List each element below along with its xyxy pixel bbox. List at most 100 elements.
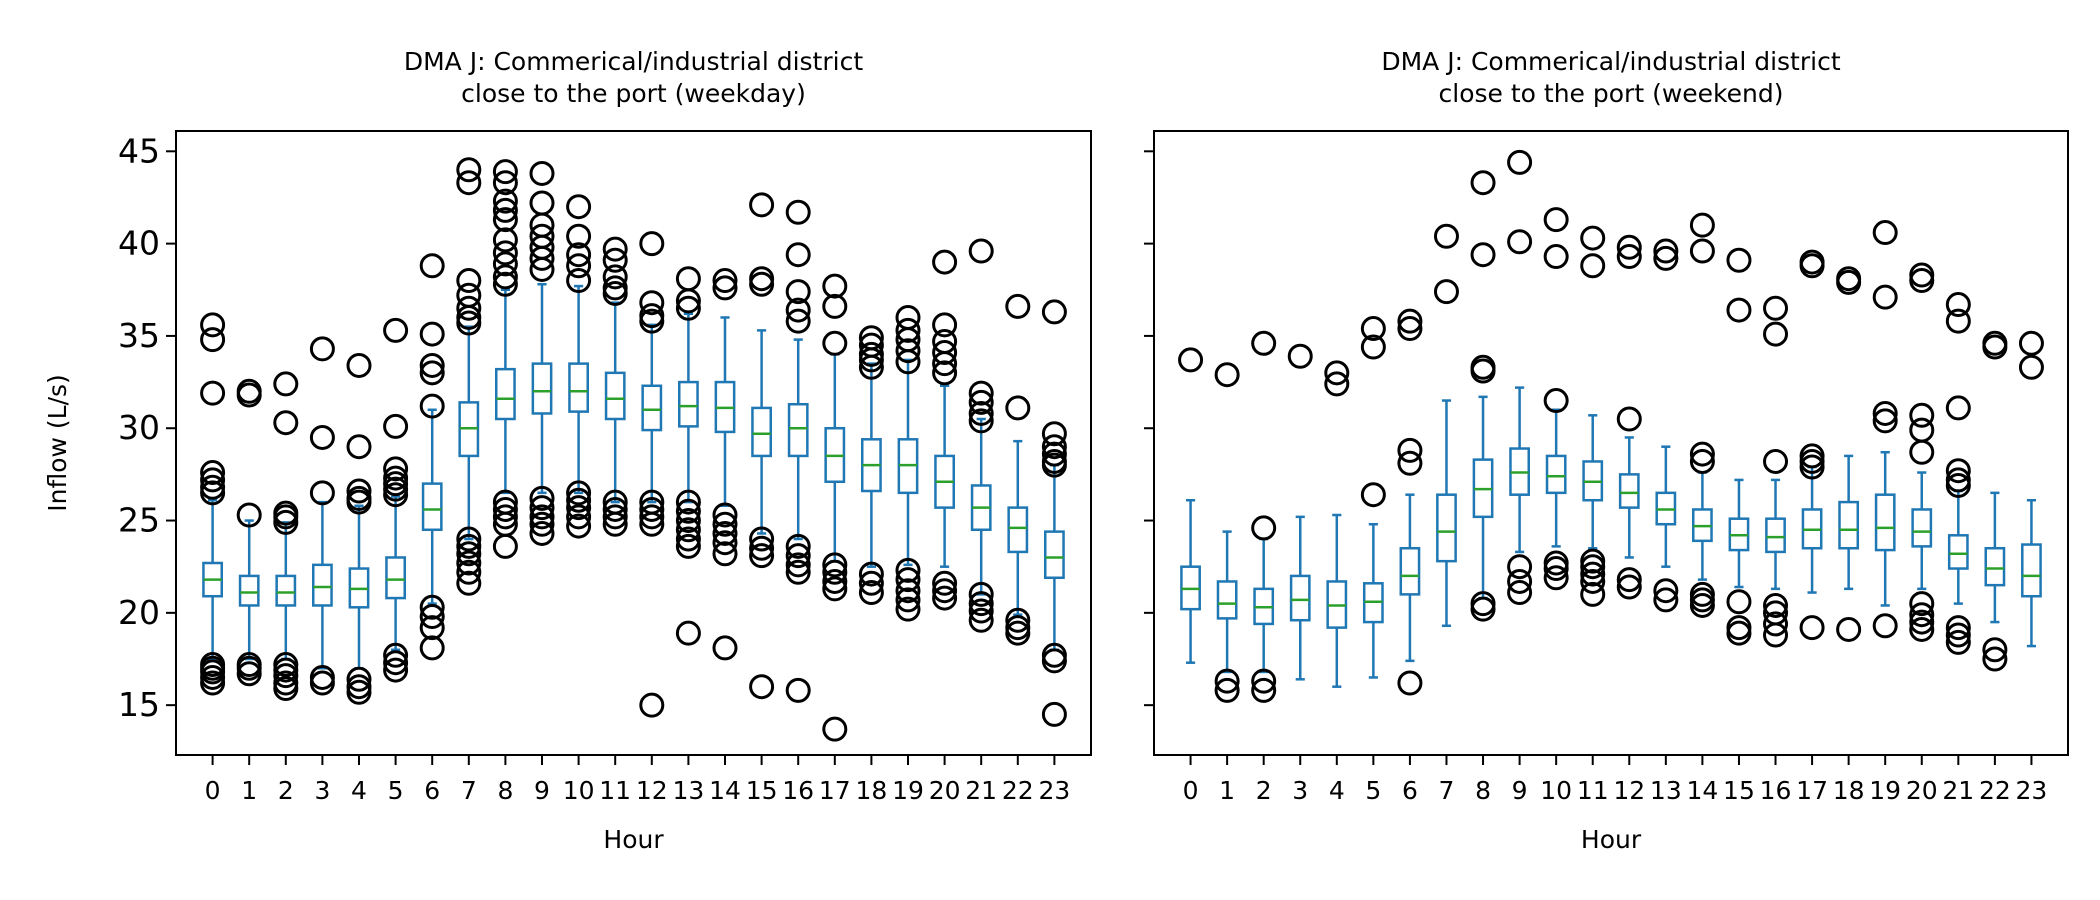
outlier-point (529, 160, 555, 186)
outlier-point (2018, 354, 2044, 380)
x-tick-label: 21 (1942, 776, 1974, 805)
x-tick-label: 13 (1650, 776, 1682, 805)
outlier-point (1287, 343, 1313, 369)
outlier-point (895, 338, 921, 364)
outlier-point (639, 496, 665, 522)
outlier-point (309, 664, 335, 690)
outlier-point (419, 321, 445, 347)
box (1765, 517, 1786, 554)
x-axis-label: Hour (1581, 825, 1642, 854)
outlier-point (858, 354, 884, 380)
x-axis-label: Hour (603, 825, 664, 854)
outlier-point (602, 511, 628, 537)
outlier-point (419, 594, 445, 620)
outlier-point (1005, 395, 1031, 421)
outlier-point (749, 535, 775, 561)
outlier-point (968, 389, 994, 415)
outlier-point (1251, 668, 1277, 694)
outlier-point (895, 317, 921, 343)
outlier-point (1689, 448, 1715, 474)
outlier-point (712, 275, 738, 301)
outlier-point (1433, 223, 1459, 249)
outlier-point (1726, 615, 1752, 641)
outlier-point (1507, 229, 1533, 255)
outlier-point (675, 288, 701, 314)
x-tick-label: 1 (1219, 776, 1235, 805)
outlier-point (492, 170, 518, 196)
outlier-point (492, 240, 518, 266)
outlier-point (1909, 616, 1935, 642)
x-tick-label: 20 (1906, 776, 1938, 805)
x-tick-label: 19 (892, 776, 924, 805)
outlier-point (749, 192, 775, 218)
outlier-point (1397, 437, 1423, 463)
outlier-point (822, 559, 848, 585)
outlier-point (1763, 321, 1789, 347)
x-tick-label: 2 (278, 776, 294, 805)
outlier-point (419, 615, 445, 641)
y-tick-label: 20 (118, 593, 160, 632)
outlier-point (566, 487, 592, 513)
outlier-point (712, 530, 738, 556)
plot-frame (175, 130, 1092, 756)
outlier-point (1214, 362, 1240, 388)
outlier-point (785, 552, 811, 578)
outlier-point (1178, 347, 1204, 373)
outlier-point (932, 351, 958, 377)
box (1289, 574, 1311, 622)
outlier-point (1653, 587, 1679, 613)
outlier-point (200, 670, 226, 696)
outlier-point (566, 504, 592, 530)
outlier-point (639, 692, 665, 718)
outlier-point (895, 578, 921, 604)
outlier-point (712, 520, 738, 546)
x-tick-label: 15 (746, 776, 778, 805)
x-tick-label: 9 (1512, 776, 1528, 805)
outlier-point (1799, 253, 1825, 279)
outlier-point (1763, 448, 1789, 474)
outlier-point (456, 268, 482, 294)
outlier-point (383, 413, 409, 439)
outlier-point (1543, 388, 1569, 414)
outlier-point (822, 552, 848, 578)
x-tick-label: 22 (1002, 776, 1034, 805)
outlier-point (1041, 452, 1067, 478)
x-tick-label: 21 (965, 776, 997, 805)
box (385, 556, 407, 600)
outlier-point (566, 495, 592, 521)
outlier-point (749, 543, 775, 569)
outlier-point (968, 238, 994, 264)
x-tick-label: 19 (1869, 776, 1901, 805)
outlier-point (1909, 602, 1935, 628)
outlier-point (785, 533, 811, 559)
outlier-point (1433, 279, 1459, 305)
outlier-point (675, 508, 701, 534)
outlier-point (822, 330, 848, 356)
outlier-point (712, 635, 738, 661)
outlier-point (383, 317, 409, 343)
outlier-point (1470, 596, 1496, 622)
outlier-point (785, 543, 811, 569)
outlier-point (566, 223, 592, 249)
outlier-point (1251, 515, 1277, 541)
x-tick-label: 6 (1402, 776, 1418, 805)
outlier-point (1041, 648, 1067, 674)
outlier-point (822, 293, 848, 319)
outlier-point (566, 194, 592, 220)
box (1007, 506, 1029, 554)
outlier-point (1909, 591, 1935, 617)
box (1984, 546, 2006, 587)
outlier-point (273, 371, 299, 397)
y-tick-label: 35 (118, 316, 160, 355)
outlier-point (749, 271, 775, 297)
x-tick-label: 12 (1613, 776, 1645, 805)
x-tick-label: 8 (1475, 776, 1491, 805)
outlier-point (1251, 677, 1277, 703)
outlier-point (968, 598, 994, 624)
x-tick-label: 23 (1038, 776, 1070, 805)
outlier-point (822, 273, 848, 299)
outlier-point (383, 642, 409, 668)
box (751, 406, 773, 458)
x-tick-label: 1 (241, 776, 257, 805)
outlier-point (346, 352, 372, 378)
